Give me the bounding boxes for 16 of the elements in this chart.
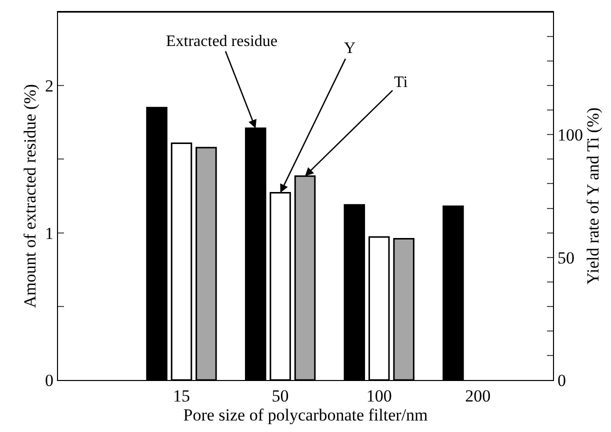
- text: Ti: [394, 74, 408, 91]
- y2-tick-label: 50: [558, 248, 574, 268]
- x-tick-label: 200: [465, 386, 491, 406]
- x-tick-label: 100: [366, 386, 392, 406]
- y-tick-label: 2: [45, 76, 54, 96]
- y2-axis-title: Yield rate of Y and Ti (%): [583, 107, 602, 285]
- text: Y: [344, 40, 356, 57]
- text: Extracted residue: [166, 33, 278, 50]
- x-tick-label: 15: [173, 386, 190, 406]
- y2-tick-label: 0: [558, 370, 566, 390]
- y-axis-title: Amount of extracted residue (%): [20, 84, 40, 308]
- y-tick-label: 1: [45, 224, 54, 243]
- x-axis-title: Pore size of polycarbonate filter/nm: [183, 406, 428, 424]
- y2-tick-label: 100: [558, 126, 583, 145]
- x-tick-label: 50: [272, 386, 289, 406]
- y-tick-label: 0: [45, 370, 54, 390]
